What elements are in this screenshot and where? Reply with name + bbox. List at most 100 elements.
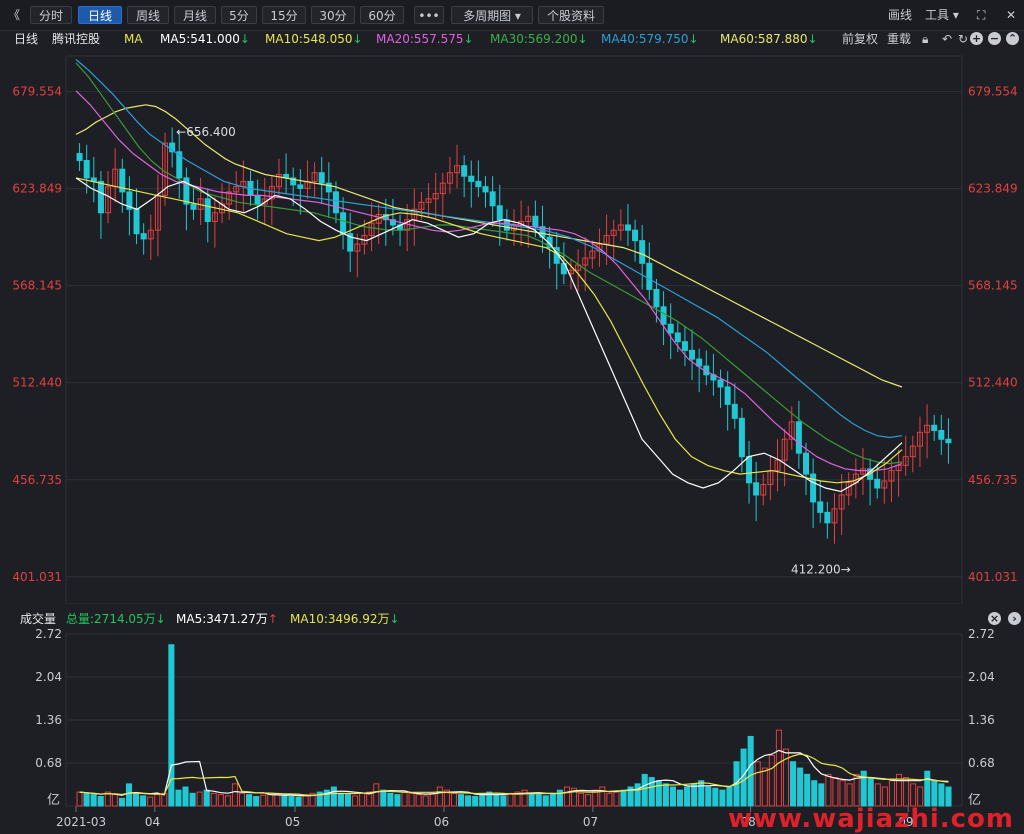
- ma-line-ma5: [75, 177, 903, 493]
- collapse-icon[interactable]: ⌃: [1006, 32, 1019, 45]
- candle-body: [788, 421, 795, 440]
- volume-bar: [203, 789, 210, 807]
- volume-tick-left: 2.72: [35, 628, 62, 641]
- tab-weekly[interactable]: 周线: [127, 6, 169, 24]
- redo-icon[interactable]: ↻: [958, 32, 969, 46]
- candle-body: [226, 191, 233, 205]
- volume-ma5: MA5:3471.27万↑: [176, 612, 278, 626]
- volume-bar: [316, 791, 323, 807]
- candle-body: [368, 222, 375, 236]
- volume-bar: [924, 770, 931, 807]
- volume-bar: [472, 796, 479, 807]
- volume-bar: [910, 783, 917, 807]
- volume-bar: [253, 796, 260, 807]
- ma30-value: MA30:569.200↓: [490, 32, 588, 46]
- volume-more-icon[interactable]: ›: [1008, 612, 1021, 625]
- back-icon[interactable]: 《: [8, 8, 21, 22]
- volume-close-icon[interactable]: ×: [988, 612, 1001, 625]
- volume-bar: [260, 794, 267, 807]
- watermark: www.wajiazhi.com: [727, 804, 1014, 834]
- volume-bar: [782, 748, 790, 807]
- draw-line-button[interactable]: 画线: [888, 8, 913, 22]
- reload-button[interactable]: 重载: [887, 32, 912, 46]
- volume-bar: [648, 777, 655, 807]
- candle-body: [332, 191, 339, 214]
- date-tick-label: 07: [583, 815, 598, 829]
- volume-bar: [394, 794, 401, 807]
- tools-dropdown[interactable]: 工具 ▾: [925, 8, 959, 22]
- more-periods-button[interactable]: •••: [414, 6, 444, 24]
- candle-body: [881, 480, 888, 489]
- volume-bar: [634, 783, 641, 807]
- volume-bar: [83, 792, 90, 807]
- candle-body: [610, 229, 617, 236]
- candle-body: [439, 182, 446, 195]
- candle-body: [810, 473, 817, 503]
- adjust-button[interactable]: 前复权: [842, 32, 879, 46]
- volume-chart[interactable]: 2.72 2.72 2.04 2.04 1.36 1.36 0.68 0.68 亿 亿 2021-0…: [0, 628, 1024, 834]
- price-chart[interactable]: 679.554 679.554 623.849 623.849 568.145 568.1…: [0, 48, 1024, 604]
- volume-bar: [754, 761, 761, 807]
- volume-bar: [118, 797, 125, 807]
- expand-icon[interactable]: ⛶: [977, 8, 986, 22]
- date-tick-label: 04: [145, 815, 160, 829]
- zoom-in-icon[interactable]: +: [970, 32, 983, 45]
- candle-body: [916, 431, 923, 447]
- close-icon[interactable]: ✕: [1006, 8, 1017, 22]
- volume-bar: [238, 792, 246, 807]
- undo-icon[interactable]: ↶: [942, 32, 953, 46]
- candle-body: [126, 191, 133, 210]
- multi-period-dropdown[interactable]: 多周期图 ▾: [451, 6, 533, 24]
- tab-intraday[interactable]: 分时: [30, 6, 72, 24]
- volume-bar: [111, 794, 118, 807]
- date-tick-label: 06: [434, 815, 449, 829]
- candle-body: [489, 191, 496, 207]
- price-tick-right: 568.145: [968, 279, 1018, 293]
- candle-body: [632, 229, 639, 242]
- tab-daily[interactable]: 日线: [78, 6, 122, 24]
- volume-bar: [246, 794, 253, 807]
- zoom-out-icon[interactable]: −: [988, 32, 1001, 45]
- volume-bar: [337, 792, 344, 807]
- candle-body: [461, 165, 468, 177]
- tab-15min[interactable]: 15分: [262, 6, 306, 24]
- candle-body: [254, 194, 261, 205]
- candle-body: [874, 478, 881, 489]
- candle-body: [140, 233, 147, 240]
- volume-bar: [196, 791, 203, 807]
- candle-body: [724, 386, 731, 405]
- stock-profile-button[interactable]: 个股资料: [538, 6, 604, 24]
- tab-5min[interactable]: 5分: [221, 6, 257, 24]
- candle-body: [696, 358, 703, 367]
- candle-body: [325, 182, 332, 193]
- volume-bar: [549, 792, 556, 807]
- candle-body: [831, 508, 838, 524]
- volume-bar: [825, 773, 832, 807]
- lock-icon[interactable]: 🔒︎: [922, 32, 929, 46]
- volume-total: 总量:2714.05万↓: [66, 612, 166, 626]
- candle-body: [211, 212, 218, 222]
- volume-tick-right: 0.68: [968, 756, 995, 770]
- volume-bar: [521, 789, 528, 807]
- candle-body: [681, 341, 688, 351]
- candle-body: [532, 215, 539, 228]
- candle-body: [468, 175, 475, 182]
- tab-monthly[interactable]: 月线: [174, 6, 216, 24]
- volume-bar: [556, 789, 563, 807]
- volume-bar: [620, 789, 627, 807]
- volume-bar: [691, 783, 698, 807]
- candle-body: [859, 468, 866, 475]
- volume-bar: [867, 777, 874, 807]
- tab-60min[interactable]: 60分: [360, 6, 404, 24]
- ma-label: MA: [124, 32, 143, 46]
- candle-body: [183, 177, 190, 205]
- candle-body: [938, 430, 945, 440]
- candle-body: [674, 332, 681, 343]
- tab-30min[interactable]: 30分: [311, 6, 355, 24]
- candle-body: [617, 224, 624, 231]
- volume-bar: [133, 792, 140, 807]
- volume-bar: [401, 791, 408, 807]
- candle-body: [624, 224, 631, 231]
- volume-bar: [422, 795, 429, 807]
- price-tick-left: 623.849: [12, 182, 62, 196]
